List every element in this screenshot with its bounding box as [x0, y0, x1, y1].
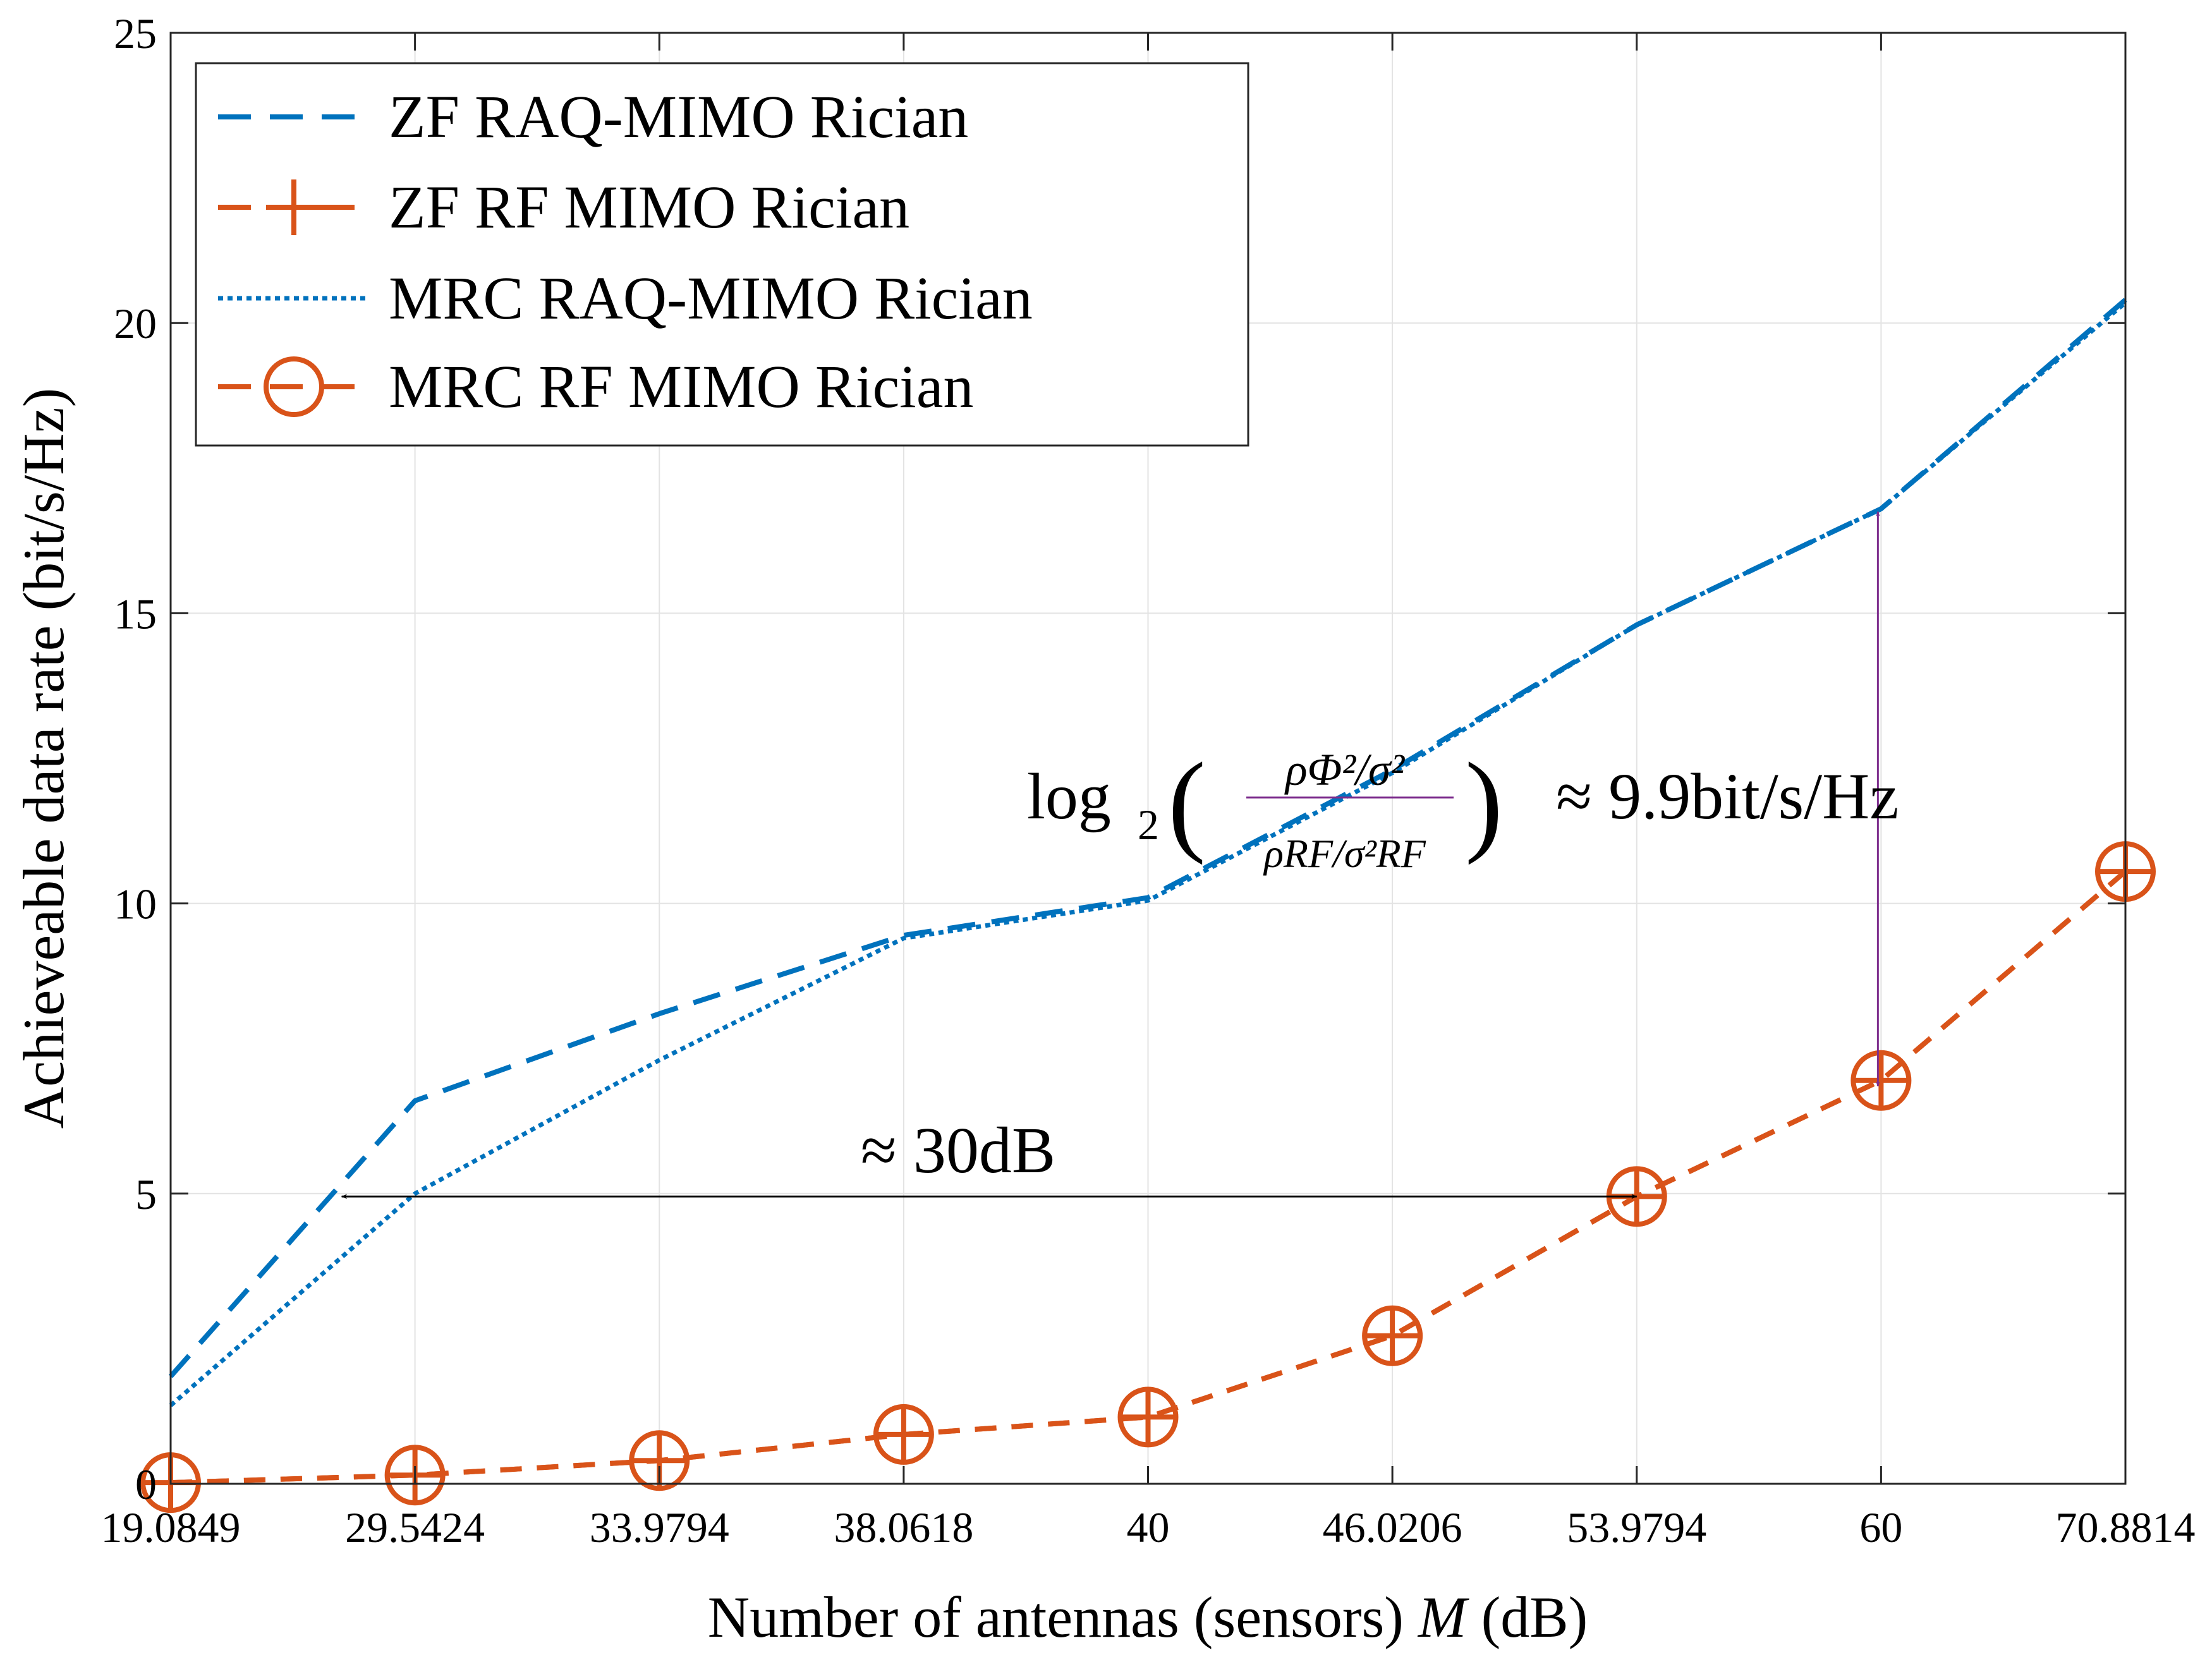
x-axis-label-prefix: Number of antennas (sensors) [708, 1585, 1418, 1649]
y-tick-label: 0 [135, 1460, 157, 1508]
db-gap-label: ≈ 30dB [861, 1114, 1055, 1187]
legend-marker-3 [264, 356, 324, 417]
x-tick-label: 29.5424 [345, 1503, 485, 1551]
formula-left-paren: ( [1168, 739, 1206, 865]
x-tick-label: 46.0206 [1323, 1503, 1462, 1551]
y-axis-label: Achieveable data rate (bit/s/Hz) [11, 388, 76, 1129]
data-point-circle-3 [873, 1404, 934, 1465]
x-tick-label: 33.9794 [590, 1503, 729, 1551]
legend-label-0: ZF RAQ-MIMO Rician [389, 83, 968, 150]
data-point-circle-3 [1117, 1386, 1179, 1448]
ticks: 19.0849 29.5424 33.9794 38.0618 40 46.0206 53.… [101, 9, 2196, 1551]
series-line-0 [169, 298, 2127, 1378]
formula-right-paren: ) [1465, 739, 1503, 865]
series-line-2 [169, 301, 2127, 1407]
legend: ZF RAQ-MIMO Rician ZF RF MIMO Rician MRC R… [195, 62, 1249, 447]
data-point-circle-3 [384, 1445, 446, 1506]
x-axis-label-suffix: (dB) [1467, 1585, 1588, 1649]
legend-box [195, 62, 1249, 447]
y-tick-label: 25 [114, 9, 157, 58]
y-tick-label: 15 [114, 590, 157, 638]
data-point-circle-3 [1850, 1050, 1912, 1111]
data-point-plus-1 [1853, 1052, 1909, 1108]
legend-label-3: MRC RF MIMO Rician [389, 353, 973, 420]
series-layer [140, 298, 2156, 1513]
data-point-circle-3 [1362, 1305, 1423, 1366]
formula-log-subscript: 2 [1138, 801, 1159, 849]
legend-label-2: MRC RAQ-MIMO Rician [389, 264, 1033, 332]
x-tick-label: 19.0849 [101, 1503, 241, 1551]
annotation-layer: ≈ 30dB log 2( ρΦ²/σ² ρRF/σ²RF) ≈ 9.9bit/s/Hz [341, 511, 1899, 1199]
x-tick-label: 38.0618 [834, 1503, 973, 1551]
y-tick-label: 5 [135, 1170, 157, 1218]
x-axis-label: Number of antennas (sensors) M (dB) [708, 1585, 1588, 1649]
formula-value: ≈ 9.9bit/s/Hz [1556, 760, 1899, 833]
x-tick-label: 60 [1859, 1503, 1902, 1551]
formula-denominator: ρRF/σ²RF [1263, 831, 1426, 876]
formula-log: log [1027, 760, 1111, 833]
series-line-3 [170, 870, 2127, 1486]
legend-marker-1 [266, 179, 322, 235]
data-point-plus-1 [1364, 1307, 1421, 1364]
x-axis-label-variable: M [1417, 1585, 1469, 1649]
y-tick-label: 10 [114, 880, 157, 928]
x-tick-label: 53.9794 [1567, 1503, 1706, 1551]
data-point-circle-3 [629, 1430, 690, 1491]
rate-gap-formula: log 2( ρΦ²/σ² ρRF/σ²RF) ≈ 9.9bit/s/Hz [1027, 739, 1899, 876]
x-tick-label: 40 [1127, 1503, 1170, 1551]
y-tick-label: 20 [114, 300, 157, 348]
formula-numerator: ρΦ²/σ² [1284, 744, 1405, 795]
x-tick-label: 70.8814 [2056, 1503, 2196, 1551]
legend-label-1: ZF RF MIMO Rician [389, 173, 909, 241]
